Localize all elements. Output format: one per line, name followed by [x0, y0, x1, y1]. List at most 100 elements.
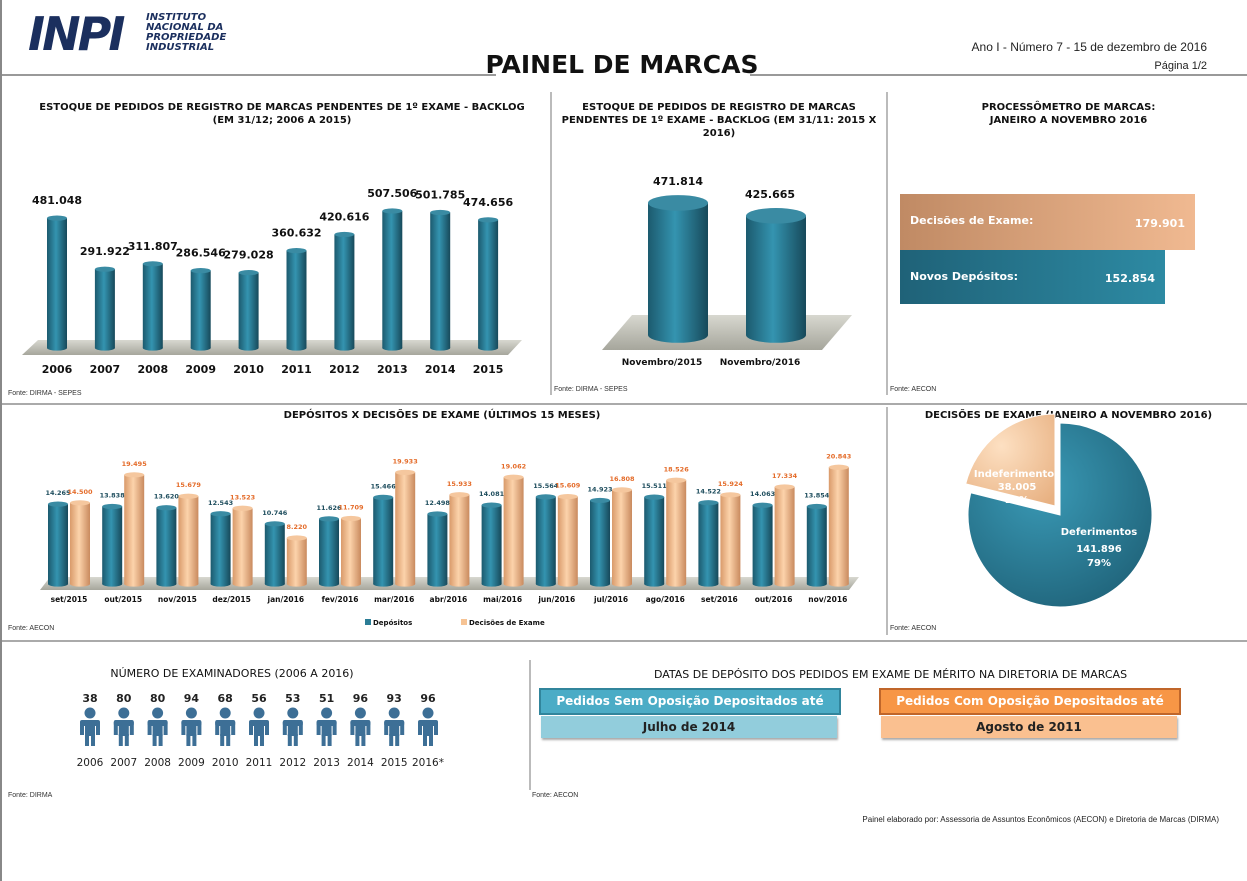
bar-depositos — [319, 516, 339, 586]
bar-depositos — [536, 494, 556, 586]
bar-depositos — [807, 504, 827, 587]
person-icon — [80, 708, 100, 747]
bar-decisoes-top — [775, 484, 795, 489]
bar-top — [478, 217, 498, 222]
bar-depositos-top — [102, 504, 122, 509]
year-label: 2016* — [412, 757, 444, 769]
bar-depositos-base — [48, 581, 68, 586]
person-arm — [418, 722, 422, 735]
data-label: 286.546 — [176, 247, 226, 260]
person-leg — [294, 734, 298, 746]
x-tick-label: 2008 — [137, 363, 168, 376]
bar-depositos-top — [48, 502, 68, 507]
bar-depositos-body — [482, 505, 502, 584]
person-head — [186, 708, 197, 719]
bar — [746, 208, 806, 343]
bar-body — [95, 269, 115, 348]
data-label: 19.933 — [393, 457, 418, 465]
bar — [382, 208, 402, 350]
bar-decisoes-body — [612, 490, 632, 584]
person-leg — [254, 734, 258, 746]
bar — [47, 216, 67, 351]
bar-depositos-base — [211, 581, 231, 586]
year-label: 2012 — [279, 757, 306, 769]
bar-decisoes-body — [829, 467, 849, 584]
bar — [143, 261, 163, 350]
data-label: 14.063 — [750, 490, 775, 498]
person-icon — [114, 708, 134, 747]
bar-decisoes-top — [178, 494, 198, 499]
data-label: 14.081 — [479, 490, 505, 498]
bar-depositos-base — [590, 581, 610, 586]
data-label: 15.679 — [176, 481, 202, 489]
person-arm — [366, 722, 370, 735]
person-leg — [322, 734, 326, 746]
person-leg — [159, 734, 163, 746]
data-label: 425.665 — [745, 188, 795, 201]
bar-depositos-top — [698, 500, 718, 505]
data-label: 279.028 — [224, 249, 274, 262]
person-leg — [355, 734, 359, 746]
bar-decisoes-body — [395, 472, 415, 584]
bar-depositos-base — [102, 581, 122, 586]
bar-decisoes-body — [666, 480, 686, 584]
x-tick-label: 2007 — [90, 363, 121, 376]
bar-depositos-base — [319, 581, 339, 586]
bar-depositos-base — [427, 581, 447, 586]
data-label: 12.498 — [425, 499, 451, 507]
data-label: 15.511 — [642, 482, 668, 490]
person-leg — [125, 734, 129, 746]
bar-decisoes-base — [829, 581, 849, 586]
year-label: 2010 — [212, 757, 239, 769]
bar-top — [143, 261, 163, 266]
bar-base — [47, 345, 67, 350]
bar-decisoes-base — [449, 581, 469, 586]
bar-depositos-base — [265, 581, 285, 586]
bar-base — [95, 345, 115, 350]
data-label: 13.620 — [154, 493, 180, 501]
person-leg — [91, 734, 95, 746]
data-label: 11.709 — [338, 503, 364, 511]
year-label: 2013 — [313, 757, 340, 769]
examiner-count: 56 — [251, 692, 267, 705]
chart-floor — [602, 315, 852, 350]
bar-decisoes-top — [612, 487, 632, 492]
bar-decisoes-top — [666, 478, 686, 483]
bar-depositos-top — [807, 504, 827, 509]
person-arm — [400, 722, 404, 735]
pie-percent: 79% — [1087, 558, 1111, 569]
data-label: 14.522 — [696, 488, 721, 496]
bar-body — [287, 251, 307, 348]
bar-depositos-top — [265, 521, 285, 526]
person-head — [85, 708, 96, 719]
data-label: 501.785 — [415, 189, 465, 202]
bar-decisoes-base — [178, 581, 198, 586]
bar-depositos — [48, 502, 68, 587]
bar — [648, 195, 708, 343]
bar-decisoes — [720, 492, 740, 586]
bar-decisoes-base — [233, 581, 253, 586]
bar-decisoes-top — [504, 475, 524, 480]
bar-decisoes-top — [449, 492, 469, 497]
examiner-count: 53 — [285, 692, 300, 705]
person-head — [355, 708, 366, 719]
x-tick-label: set/2016 — [701, 595, 738, 604]
bar-decisoes-base — [287, 581, 307, 586]
x-tick-label: 2015 — [473, 363, 504, 376]
person-icon — [249, 708, 269, 747]
x-tick-label: jun/2016 — [537, 595, 575, 604]
bar-depositos — [373, 495, 393, 587]
pie-value: 141.896 — [1076, 544, 1122, 555]
bar-depositos — [590, 498, 610, 587]
x-tick-label: nov/2016 — [808, 595, 847, 604]
bar-body — [648, 203, 708, 335]
pie-percent: 21% — [1005, 495, 1029, 506]
bar-decisoes-top — [829, 465, 849, 470]
data-label: 360.632 — [271, 227, 321, 240]
bar-decisoes-body — [558, 497, 578, 584]
bar-decisoes-top — [341, 516, 361, 521]
person-icon — [283, 708, 303, 747]
bar-depositos-body — [48, 504, 68, 584]
year-label: 2008 — [144, 757, 171, 769]
bar-decisoes — [504, 475, 524, 587]
